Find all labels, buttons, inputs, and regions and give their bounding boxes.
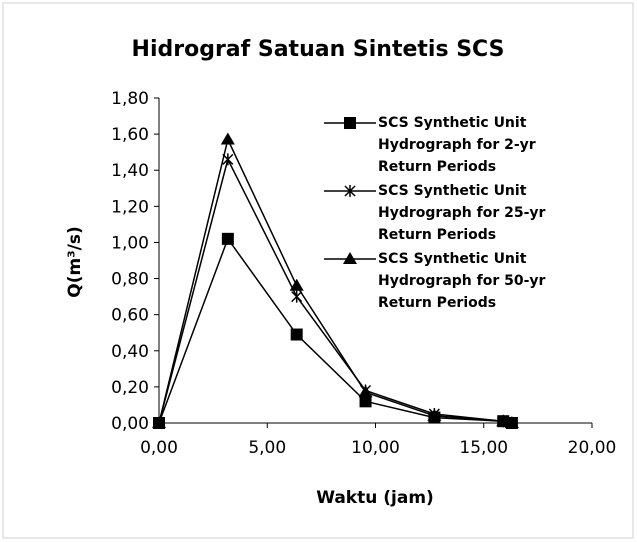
marker — [344, 185, 356, 197]
x-tick-label: 10,00 — [351, 438, 400, 458]
y-tick-label: 0,40 — [111, 342, 149, 362]
marker — [289, 278, 304, 291]
marker — [496, 414, 511, 427]
marker — [504, 416, 519, 428]
legend-label: SCS Synthetic Unit Hydrograph for 50-yr … — [378, 251, 546, 311]
y-tick-label: 1,40 — [111, 161, 149, 181]
y-tick-label: 0,00 — [111, 414, 149, 434]
legend-swatch — [324, 117, 376, 129]
chart-title: Hidrograf Satuan Sintetis SCS — [132, 37, 505, 62]
marker — [291, 290, 303, 303]
legend-swatch — [324, 252, 376, 264]
marker — [358, 385, 373, 398]
legend-swatch — [324, 185, 376, 197]
x-tick-label: 0,00 — [140, 438, 178, 458]
y-tick-label: 0,80 — [111, 270, 149, 290]
legend-item: SCS Synthetic Unit Hydrograph for 2-yr R… — [322, 112, 622, 178]
y-tick-label: 1,20 — [111, 197, 149, 217]
marker — [343, 252, 357, 264]
y-tick-label: 1,00 — [111, 233, 149, 253]
x-axis-title: Waktu (jam) — [316, 488, 434, 508]
marker — [344, 117, 356, 129]
legend-item: SCS Synthetic Unit Hydrograph for 25-yr … — [322, 180, 622, 246]
marker — [152, 416, 166, 428]
x-tick-label: 15,00 — [459, 438, 508, 458]
y-tick-label: 0,60 — [111, 306, 149, 326]
legend-label: SCS Synthetic Unit Hydrograph for 2-yr R… — [378, 115, 536, 175]
marker — [290, 328, 303, 341]
legend-item: SCS Synthetic Unit Hydrograph for 50-yr … — [322, 248, 622, 314]
legend: SCS Synthetic Unit Hydrograph for 2-yr R… — [322, 112, 622, 316]
y-tick-label: 0,20 — [111, 378, 149, 398]
marker — [427, 408, 442, 421]
marker — [220, 132, 235, 145]
marker — [359, 395, 372, 408]
x-tick-label: 5,00 — [248, 438, 286, 458]
y-axis-title: Q(m³/s) — [65, 226, 85, 297]
legend-label: SCS Synthetic Unit Hydrograph for 25-yr … — [378, 183, 546, 243]
y-tick-label: 1,60 — [111, 125, 149, 145]
y-tick-label: 1,80 — [111, 89, 149, 109]
x-tick-label: 20,00 — [568, 438, 617, 458]
marker — [221, 232, 234, 245]
